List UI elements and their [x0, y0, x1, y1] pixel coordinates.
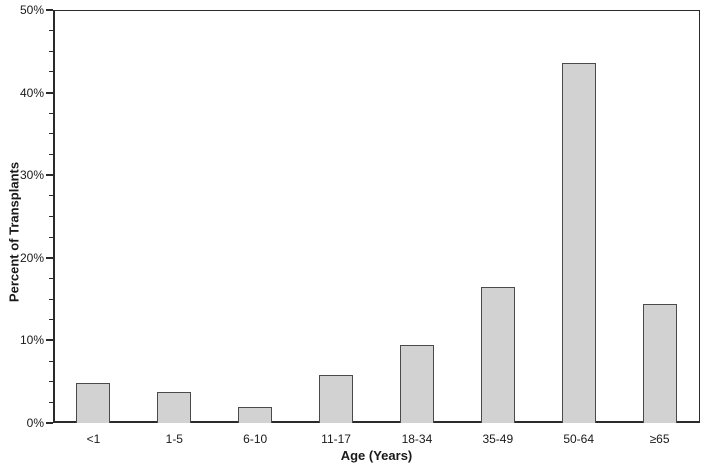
bar — [238, 407, 273, 423]
y-tick-label: 30% — [19, 168, 44, 183]
y-minor-tick — [49, 401, 53, 403]
y-minor-tick — [49, 236, 53, 238]
bar — [157, 391, 192, 423]
y-tick-label: 50% — [19, 3, 44, 17]
y-major-tick — [46, 339, 53, 342]
bar — [561, 62, 596, 423]
y-tick-label: 20% — [19, 250, 44, 265]
y-minor-tick — [49, 154, 53, 156]
x-tick-label: <1 — [86, 432, 101, 446]
y-minor-tick — [49, 216, 53, 217]
bar — [399, 345, 434, 423]
x-tick-label: ≥65 — [649, 432, 670, 446]
x-tick-label: 1-5 — [165, 432, 183, 446]
y-axis-title: Percent of Transplants — [6, 161, 22, 303]
x-tick-label: 18-34 — [401, 432, 433, 446]
bar — [319, 375, 354, 423]
y-major-tick — [46, 91, 53, 94]
x-tick-label: 35-49 — [482, 432, 514, 446]
y-minor-tick — [49, 30, 53, 32]
plot-area — [53, 10, 700, 423]
y-minor-tick — [49, 319, 53, 321]
bar — [480, 286, 515, 423]
y-minor-tick — [49, 381, 53, 383]
y-minor-tick — [49, 71, 53, 73]
bar — [642, 304, 677, 423]
y-minor-tick — [49, 298, 53, 300]
y-major-tick — [46, 422, 53, 424]
y-minor-tick — [49, 50, 53, 52]
x-tick-label: 11-17 — [321, 432, 351, 446]
x-tick-label: 50-64 — [563, 432, 595, 446]
y-minor-tick — [49, 195, 53, 197]
y-tick-label: 0% — [26, 416, 44, 430]
x-axis-title: Age (Years) — [340, 448, 413, 463]
y-tick-label: 40% — [19, 85, 44, 100]
y-major-tick — [46, 174, 53, 177]
bar — [76, 383, 111, 423]
y-major-tick — [46, 256, 53, 259]
y-minor-tick — [49, 360, 53, 362]
y-tick-label: 10% — [19, 333, 44, 348]
y-minor-tick — [49, 277, 53, 279]
y-major-tick — [46, 9, 53, 11]
y-minor-tick — [49, 133, 53, 135]
x-tick-label: 6-10 — [243, 432, 268, 446]
y-minor-tick — [49, 112, 53, 114]
